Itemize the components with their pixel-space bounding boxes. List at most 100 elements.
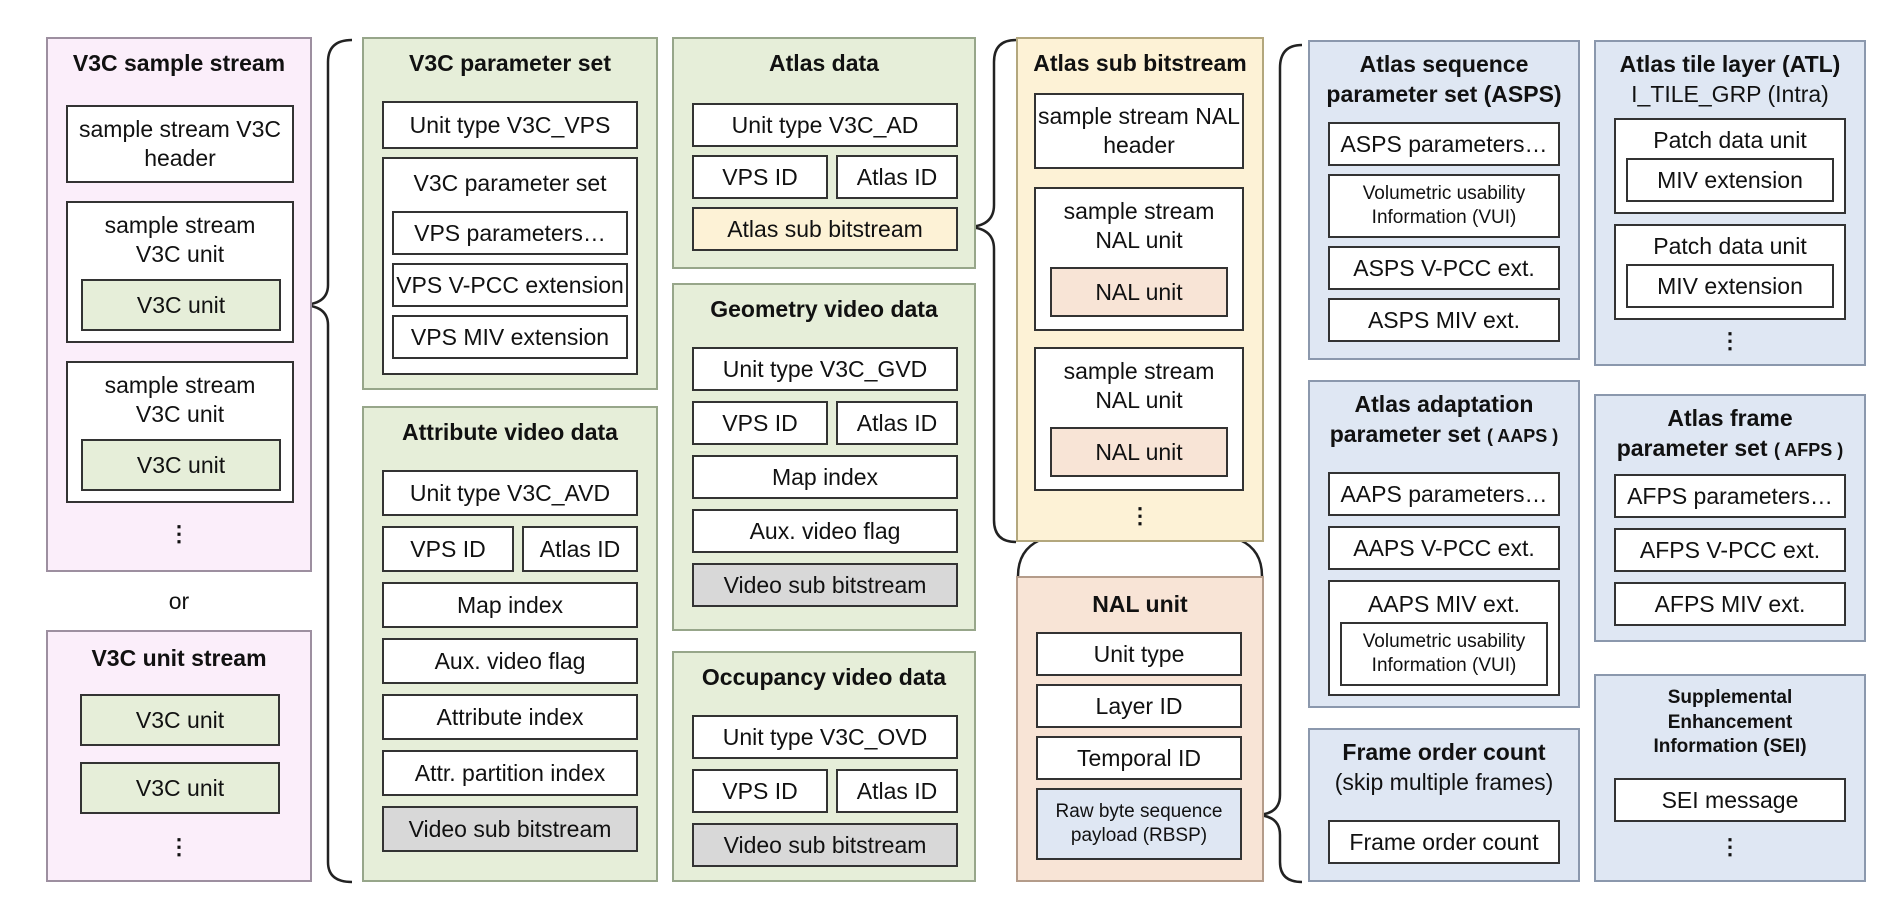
v3c-sample-stream-panel: V3C sample stream sample stream V3C head… <box>46 37 312 572</box>
map-index-box: Map index <box>382 582 638 628</box>
wrapper-label: sample stream V3C unit <box>104 212 256 267</box>
unit-type-box: Unit type V3C_GVD <box>692 347 958 391</box>
attribute-video-data-panel: Attribute video data Unit type V3C_AVD V… <box>362 406 658 882</box>
title-abbr: ( AAPS ) <box>1486 425 1559 446</box>
panel-title: Atlas data <box>769 50 879 76</box>
asps-parameters-box: ASPS parameters… <box>1328 122 1560 166</box>
vui-box: Volumetric usability Information (VUI) <box>1328 174 1560 238</box>
atl-panel: Atlas tile layer (ATL) I_TILE_GRP (Intra… <box>1594 40 1866 366</box>
aaps-panel: Atlas adaptation parameter set ( AAPS ) … <box>1308 380 1580 708</box>
panel-title: Atlas tile layer (ATL) I_TILE_GRP (Intra… <box>1596 50 1864 110</box>
asps-vpcc-ext-box: ASPS V-PCC ext. <box>1328 246 1560 290</box>
v3c-unit-box: V3C unit <box>80 762 280 814</box>
video-sub-bitstream-box: Video sub bitstream <box>692 563 958 607</box>
subtitle: (skip multiple frames) <box>1334 768 1554 795</box>
title-abbr: ( AFPS ) <box>1773 439 1844 460</box>
atlas-id-box: Atlas ID <box>522 526 638 572</box>
vps-parameters-box: VPS parameters… <box>392 211 628 255</box>
sample-stream-v3c-header: sample stream V3C header <box>66 105 294 183</box>
attribute-index-box: Attribute index <box>382 694 638 740</box>
v3c-parameter-set-panel: V3C parameter set Unit type V3C_VPS V3C … <box>362 37 658 390</box>
attr-partition-index-box: Attr. partition index <box>382 750 638 796</box>
layer-id-box: Layer ID <box>1036 684 1242 728</box>
v3c-unit-box: V3C unit <box>81 279 281 331</box>
panel-title: Supplemental Enhancement Information (SE… <box>1653 687 1807 758</box>
vui-box: Volumetric usability Information (VUI) <box>1340 622 1548 686</box>
subtitle: I_TILE_GRP (Intra) <box>1631 80 1829 107</box>
ellipsis: ⋮ <box>168 834 190 859</box>
vps-miv-extension-box: VPS MIV extension <box>392 315 628 359</box>
nal-unit-box: NAL unit <box>1050 267 1228 317</box>
title-line-2: parameter set <box>1329 420 1481 447</box>
panel-title: V3C sample stream <box>72 50 286 76</box>
ellipsis: ⋮ <box>1719 834 1741 859</box>
panel-title: V3C unit stream <box>91 645 267 671</box>
atlas-data-panel: Atlas data Unit type V3C_AD VPS ID Atlas… <box>672 37 976 269</box>
atlas-id-box: Atlas ID <box>836 769 958 813</box>
vps-id-box: VPS ID <box>692 401 828 445</box>
title: Frame order count <box>1342 739 1546 765</box>
sample-stream-nal-header: sample stream NAL header <box>1034 93 1244 169</box>
aaps-miv-label: AAPS MIV ext. <box>1367 591 1521 617</box>
vps-id-box: VPS ID <box>382 526 514 572</box>
occupancy-video-data-panel: Occupancy video data Unit type V3C_OVD V… <box>672 651 976 882</box>
panel-title: Atlas adaptation parameter set ( AAPS ) <box>1310 390 1578 450</box>
afps-panel: Atlas frame parameter set ( AFPS ) AFPS … <box>1594 394 1866 642</box>
title-line-1: Atlas sequence <box>1359 51 1529 77</box>
patch-label: Patch data unit <box>1653 233 1807 259</box>
v3c-unit-stream-panel: V3C unit stream V3C unit V3C unit ⋮ <box>46 630 312 882</box>
geometry-video-data-panel: Geometry video data Unit type V3C_GVD VP… <box>672 283 976 631</box>
atlas-sub-bitstream-box[interactable]: Atlas sub bitstream <box>692 207 958 251</box>
ellipsis: ⋮ <box>168 521 190 546</box>
sei-panel: Supplemental Enhancement Information (SE… <box>1594 674 1866 882</box>
title-line-2: parameter set <box>1616 434 1768 461</box>
unit-type-box: Unit type V3C_OVD <box>692 715 958 759</box>
title: Atlas tile layer (ATL) <box>1619 51 1841 77</box>
afps-vpcc-ext-box: AFPS V-PCC ext. <box>1614 528 1846 572</box>
patch-label: Patch data unit <box>1653 127 1807 153</box>
afps-parameters-box: AFPS parameters… <box>1614 474 1846 518</box>
vps-id-box: VPS ID <box>692 769 828 813</box>
panel-title: Atlas sequence parameter set (ASPS) <box>1310 50 1578 110</box>
aux-video-flag-box: Aux. video flag <box>382 638 638 684</box>
aaps-vpcc-ext-box: AAPS V-PCC ext. <box>1328 526 1560 570</box>
sei-message-box: SEI message <box>1614 778 1846 822</box>
asps-panel: Atlas sequence parameter set (ASPS) ASPS… <box>1308 40 1580 360</box>
vps-id-box: VPS ID <box>692 155 828 199</box>
unit-type-box: Unit type <box>1036 632 1242 676</box>
v3c-unit-box: V3C unit <box>80 694 280 746</box>
aux-video-flag-box: Aux. video flag <box>692 509 958 553</box>
rbsp-box[interactable]: Raw byte sequence payload (RBSP) <box>1036 788 1242 860</box>
ellipsis: ⋮ <box>1129 503 1151 528</box>
ellipsis: ⋮ <box>1719 328 1741 353</box>
v3c-unit-box: V3C unit <box>81 439 281 491</box>
temporal-id-box: Temporal ID <box>1036 736 1242 780</box>
title-line-2: parameter set (ASPS) <box>1326 80 1562 107</box>
or-label: or <box>168 588 190 614</box>
miv-extension-box: MIV extension <box>1626 158 1834 202</box>
afps-miv-ext-box: AFPS MIV ext. <box>1614 582 1846 626</box>
video-sub-bitstream-box: Video sub bitstream <box>382 806 638 852</box>
atlas-sub-bitstream-panel: Atlas sub bitstream sample stream NAL he… <box>1016 37 1264 542</box>
aaps-parameters-box: AAPS parameters… <box>1328 472 1560 516</box>
unit-type-box: Unit type V3C_AD <box>692 103 958 147</box>
frame-order-count-panel: Frame order count (skip multiple frames)… <box>1308 728 1580 882</box>
nal-unit-panel: NAL unit Unit type Layer ID Temporal ID … <box>1016 576 1264 882</box>
unit-type-box: Unit type V3C_VPS <box>382 101 638 149</box>
panel-title: Geometry video data <box>710 296 938 322</box>
title-line-1: Atlas frame <box>1667 405 1793 431</box>
video-sub-bitstream-box: Video sub bitstream <box>692 823 958 867</box>
nal-unit-box[interactable]: NAL unit <box>1050 427 1228 477</box>
title-line-1: Atlas adaptation <box>1354 391 1534 417</box>
panel-title: V3C parameter set <box>409 50 611 76</box>
panel-title: Atlas frame parameter set ( AFPS ) <box>1596 404 1864 464</box>
wrapper-label: sample stream NAL unit <box>1063 358 1215 413</box>
inner-title: V3C parameter set <box>413 170 607 196</box>
vps-vpcc-extension-box: VPS V-PCC extension <box>392 263 628 307</box>
wrapper-label: sample stream V3C unit <box>104 372 256 427</box>
map-index-box: Map index <box>692 455 958 499</box>
panel-title: Frame order count (skip multiple frames) <box>1310 738 1578 798</box>
panel-title: Atlas sub bitstream <box>1033 50 1247 76</box>
panel-title: Attribute video data <box>402 419 618 445</box>
panel-title: NAL unit <box>1092 591 1188 617</box>
